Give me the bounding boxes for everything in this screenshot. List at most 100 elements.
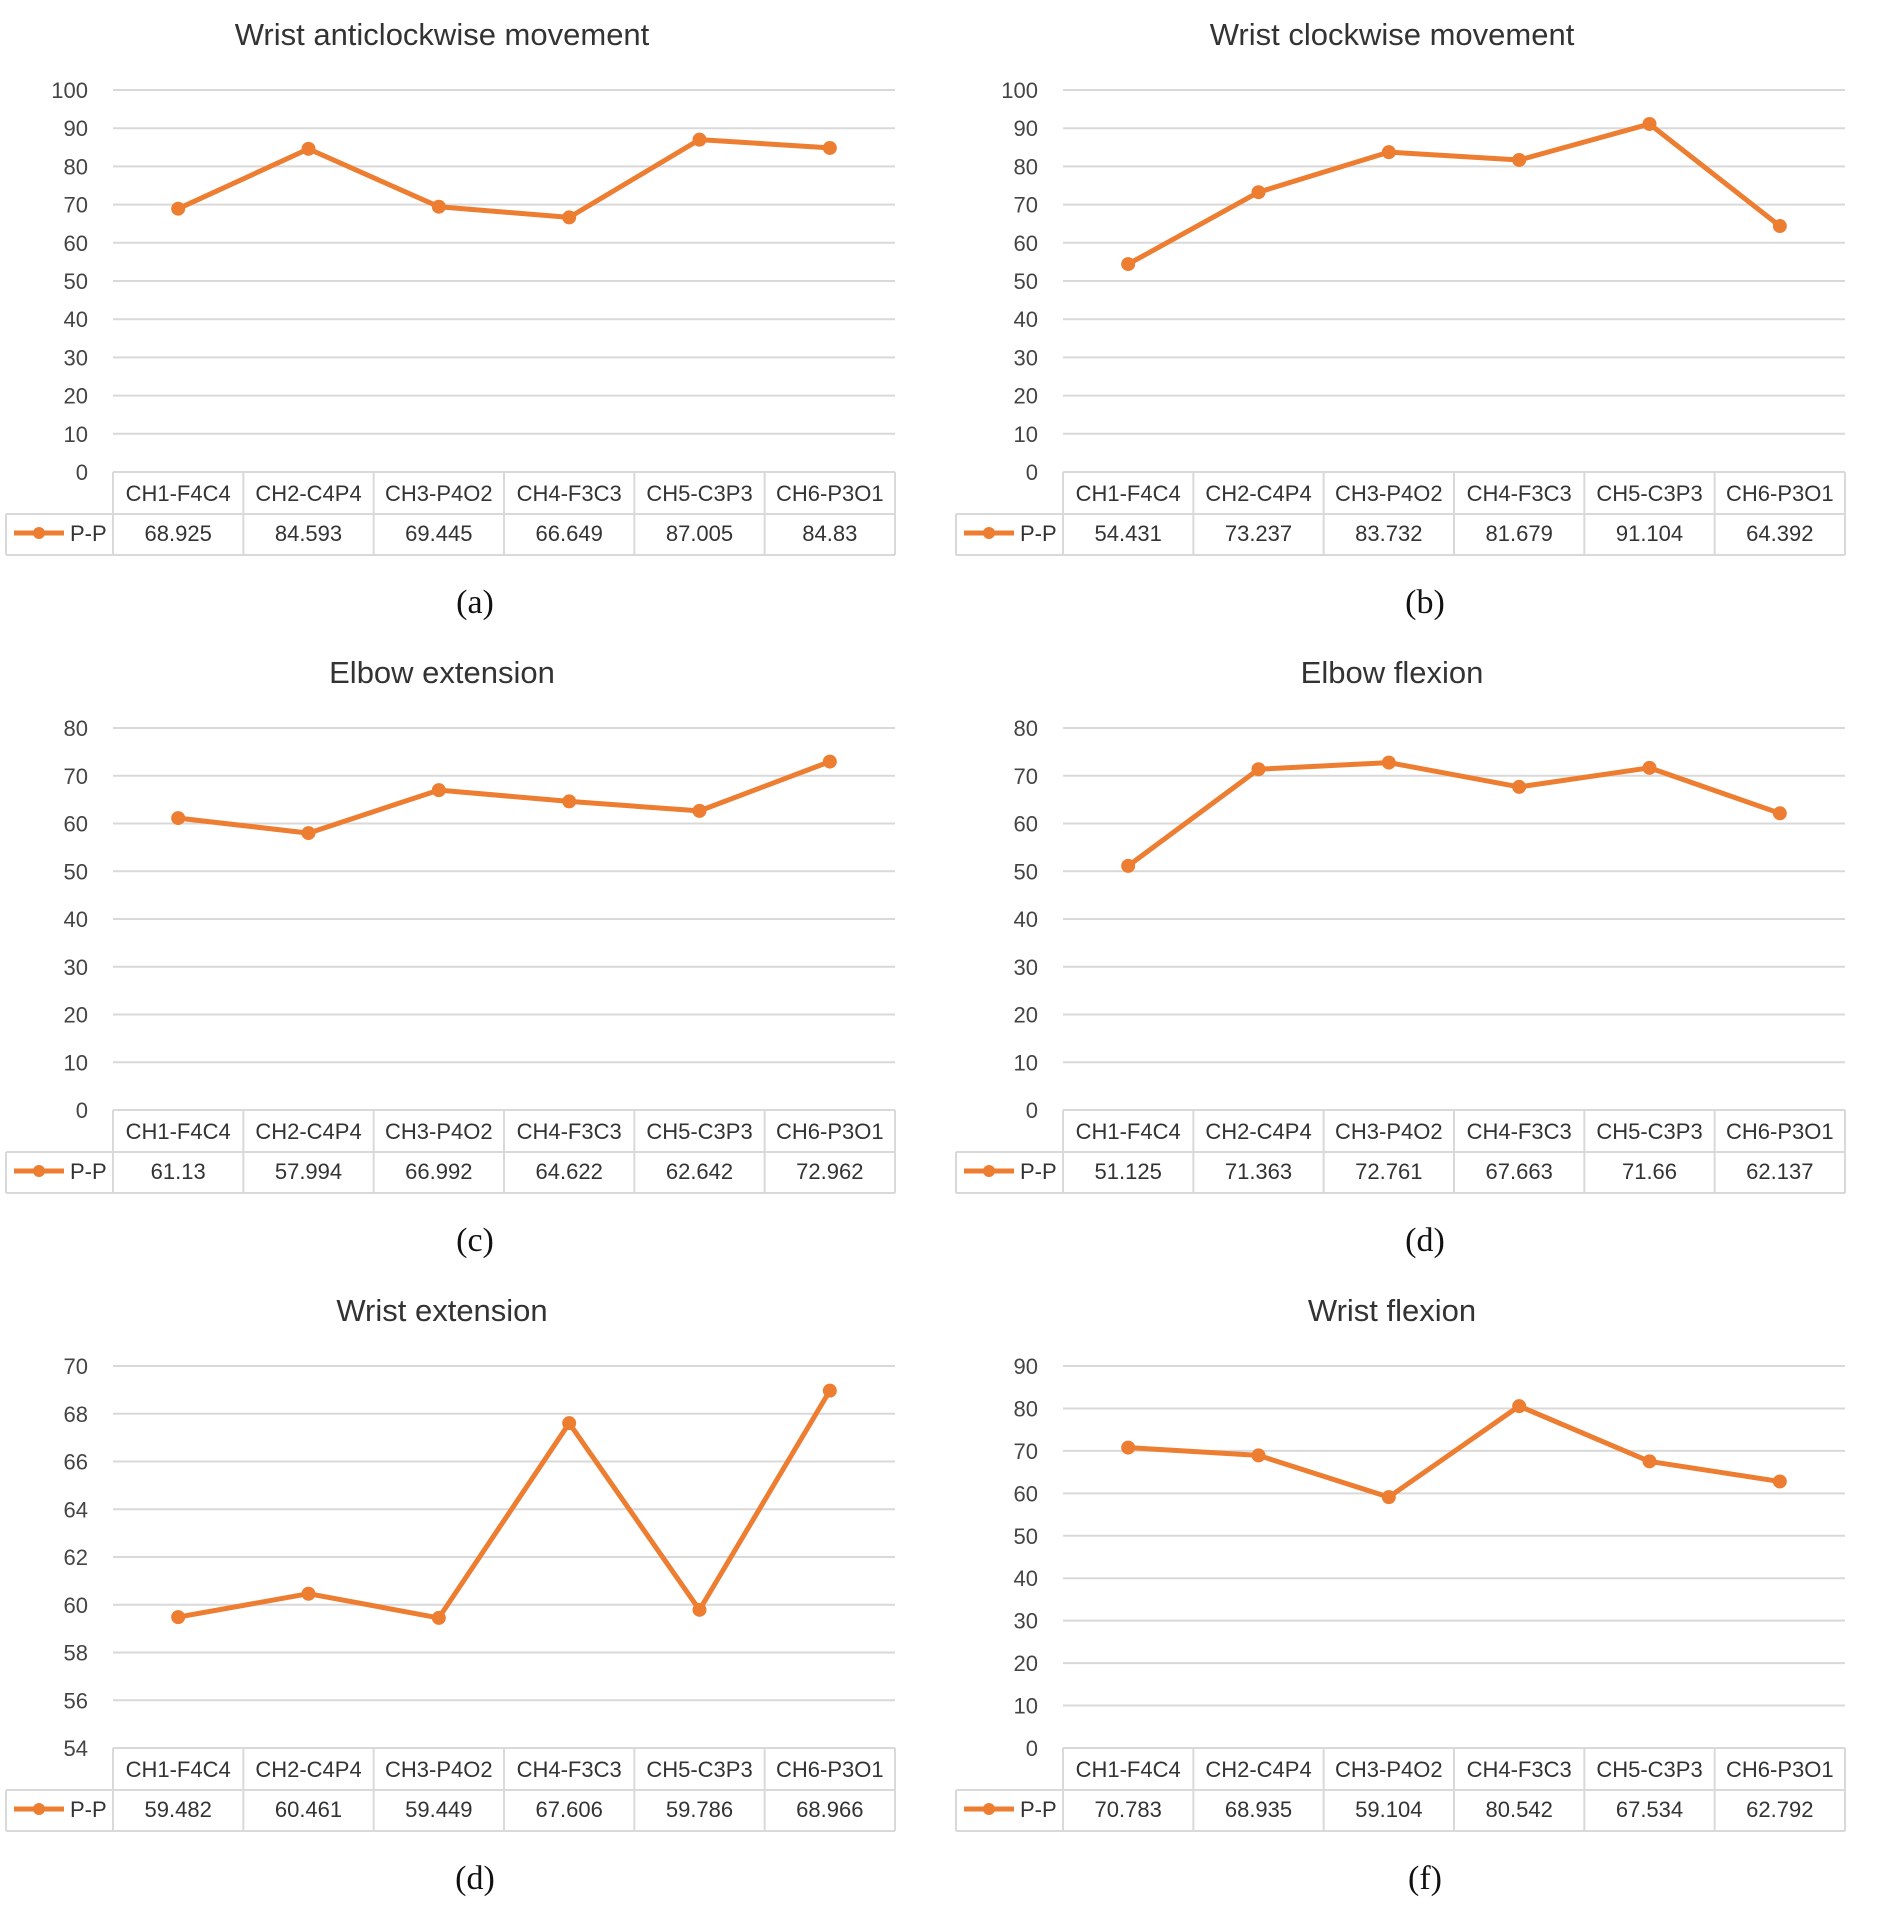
y-tick-label: 66 [64, 1450, 88, 1475]
data-point [1512, 1399, 1527, 1414]
y-tick-label: 40 [1014, 1566, 1038, 1591]
y-tick-label: 64 [64, 1497, 88, 1522]
category-label: CH5-C3P3 [646, 1119, 752, 1144]
data-point [562, 210, 577, 225]
data-point [562, 794, 577, 809]
legend-label: P-P [70, 1797, 107, 1822]
category-label: CH5-C3P3 [646, 481, 752, 506]
data-point [692, 1602, 707, 1617]
y-tick-label: 60 [1014, 231, 1038, 256]
y-tick-label: 30 [1014, 955, 1038, 980]
category-label: CH6-P3O1 [776, 481, 884, 506]
chart-panel-e: Wrist extension 54 56 58 60 62 64 66 68 70 P-P CH1-… [0, 1276, 950, 1914]
legend-marker [33, 1165, 45, 1177]
category-label: CH5-C3P3 [1596, 1757, 1702, 1782]
y-tick-label: 70 [1014, 193, 1038, 218]
category-label: CH2-C4P4 [1205, 1757, 1311, 1782]
data-table-value: 60.461 [275, 1797, 342, 1822]
data-point [822, 754, 837, 769]
data-table-value: 64.392 [1746, 521, 1813, 546]
category-label: CH5-C3P3 [1596, 1119, 1702, 1144]
data-point [301, 1586, 316, 1601]
y-tick-label: 30 [1014, 1609, 1038, 1634]
data-table-value: 66.992 [405, 1159, 472, 1184]
y-tick-label: 60 [64, 1593, 88, 1618]
series-line [177, 137, 830, 220]
data-table-value: 87.005 [666, 521, 733, 546]
chart-title: Wrist flexion [1308, 1293, 1476, 1328]
category-label: CH2-C4P4 [255, 1757, 361, 1782]
data-table-value: 57.994 [275, 1159, 342, 1184]
category-label: CH3-P4O2 [1335, 1119, 1443, 1144]
data-point [692, 803, 707, 818]
data-table-value: 59.104 [1355, 1797, 1422, 1822]
y-tick-label: 50 [1014, 1524, 1038, 1549]
category-label: CH2-C4P4 [1205, 1119, 1311, 1144]
category-label: CH4-F3C3 [1467, 1119, 1572, 1144]
y-tick-label: 58 [64, 1641, 88, 1666]
data-table-value: 67.663 [1486, 1159, 1553, 1184]
category-label: CH6-P3O1 [1726, 1119, 1834, 1144]
legend-label: P-P [1020, 1159, 1057, 1184]
legend-label: P-P [1020, 1797, 1057, 1822]
data-table-value: 72.761 [1355, 1159, 1422, 1184]
chart-title: Elbow extension [329, 655, 555, 690]
y-tick-label: 100 [51, 78, 88, 103]
data-point [1251, 185, 1266, 200]
y-tick-label: 70 [1014, 1439, 1038, 1464]
legend-label: P-P [70, 1159, 107, 1184]
y-tick-label: 62 [64, 1545, 88, 1570]
y-tick-label: 50 [64, 859, 88, 884]
category-label: CH1-F4C4 [1076, 1757, 1181, 1782]
data-point [822, 1383, 837, 1398]
data-table-value: 54.431 [1095, 521, 1162, 546]
y-tick-label: 80 [64, 154, 88, 179]
chart-title: Wrist clockwise movement [1210, 17, 1575, 52]
y-tick-label: 10 [1014, 1694, 1038, 1719]
y-tick-label: 70 [64, 193, 88, 218]
category-label: CH1-F4C4 [1076, 1119, 1181, 1144]
chart-panel-b: Wrist clockwise movement 0 10 20 30 40 50 60 70 8… [950, 0, 1900, 638]
category-label: CH5-C3P3 [1596, 481, 1702, 506]
category-label: CH6-P3O1 [1726, 1757, 1834, 1782]
caption-c: (c) [456, 1222, 494, 1259]
data-point [431, 1610, 446, 1625]
caption-e: (d) [455, 1860, 495, 1897]
data-table-value: 91.104 [1616, 521, 1683, 546]
category-label: CH2-C4P4 [255, 1119, 361, 1144]
y-tick-label: 70 [64, 764, 88, 789]
data-point [822, 140, 837, 155]
category-label: CH6-P3O1 [1726, 481, 1834, 506]
legend-marker [983, 1165, 995, 1177]
data-point [1381, 1490, 1396, 1505]
legend-label: P-P [70, 521, 107, 546]
y-tick-label: 0 [76, 1098, 88, 1123]
category-label: CH2-C4P4 [255, 481, 361, 506]
chart-a: Wrist anticlockwise movement 0 10 20 30 40 50 6… [5, 17, 896, 556]
category-label: CH3-P4O2 [1335, 1757, 1443, 1782]
caption-d: (d) [1405, 1222, 1445, 1259]
data-table-value: 68.935 [1225, 1797, 1292, 1822]
y-tick-label: 0 [1026, 1098, 1038, 1123]
data-point [692, 132, 707, 147]
data-point [301, 826, 316, 841]
data-table-value: 84.83 [802, 521, 857, 546]
y-tick-label: 80 [1014, 716, 1038, 741]
y-tick-label: 80 [1014, 154, 1038, 179]
y-tick-label: 40 [1014, 907, 1038, 932]
series-line [1126, 121, 1782, 267]
category-label: CH4-F3C3 [517, 1119, 622, 1144]
data-point [431, 199, 446, 214]
data-point [1512, 152, 1527, 167]
data-table-value: 68.966 [796, 1797, 863, 1822]
chart-panel-f: Wrist flexion 0 10 20 30 40 50 60 70 80 90 P-P CH1-F… [950, 1276, 1900, 1914]
data-table-value: 66.649 [536, 521, 603, 546]
data-point [1251, 762, 1266, 777]
y-tick-label: 60 [1014, 1481, 1038, 1506]
y-tick-label: 30 [64, 345, 88, 370]
y-tick-label: 40 [1014, 307, 1038, 332]
data-table-value: 83.732 [1355, 521, 1422, 546]
data-table-value: 67.534 [1616, 1797, 1683, 1822]
y-tick-label: 70 [64, 1354, 88, 1379]
category-label: CH4-F3C3 [517, 1757, 622, 1782]
